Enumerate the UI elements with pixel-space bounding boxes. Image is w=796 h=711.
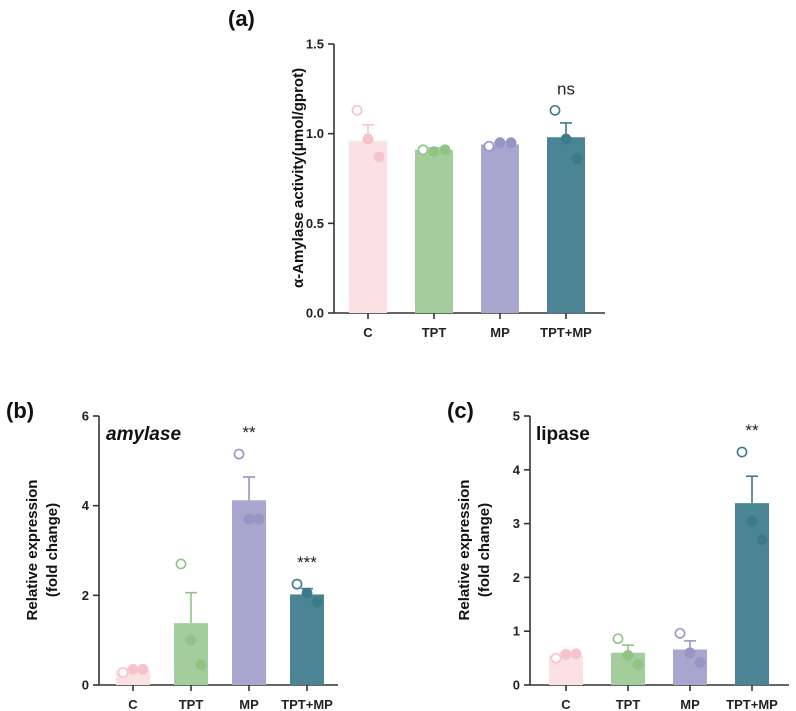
panel-c-gene-label: lipase [536,424,590,445]
panel-b-data-point [243,513,255,525]
panel-b-plot: 0 2 4 6 C TPT MP ** TPT+MP *** [82,409,338,711]
panel-c-y-tick-label: 3 [513,516,520,531]
panel-c: (c) Relative expression (fold change) li… [447,398,789,711]
panel-b-x-tick-label: TPT [179,697,204,711]
panel-a-data-point [417,144,429,156]
panel-a-data-point [483,140,495,152]
panel-c-y-axis-label-2: (fold change) [476,503,493,597]
panel-b: (b) Relative expression (fold change) am… [6,398,338,711]
panel-a-bar [481,144,519,313]
panel-a-x-tick-label: TPT [422,325,447,340]
panel-c-data-point [674,627,686,639]
panel-c-bar [735,503,769,685]
panel-c-y-tick-label: 1 [513,624,520,639]
panel-a-label: (a) [228,6,255,31]
panel-b-data-point [137,663,149,675]
panel-b-x-tick-label: MP [239,697,259,711]
panel-b-data-point [301,587,313,599]
panel-b-x-tick-label: TPT+MP [281,697,333,711]
panel-a-y-tick-label: 0.0 [306,306,324,321]
panel-b-significance-label: ** [242,423,256,442]
panel-b-bar [232,500,266,685]
panel-a-significance-label: ns [557,79,575,98]
panel-b-data-point [233,448,245,460]
panel-b-y-tick-label: 0 [82,678,89,693]
panel-a-data-point [373,151,385,163]
panel-a-data-point [494,137,506,149]
panel-b-data-point [185,634,197,646]
panel-a-y-tick-label: 1.5 [306,37,324,52]
panel-a-y-tick-label: 1.0 [306,126,324,141]
panel-c-x-tick-label: MP [680,697,700,711]
panel-a-data-point [439,144,451,156]
panel-a-data-point [571,153,583,165]
panel-a-data-point [549,104,561,116]
panel-a-x-tick-label: TPT+MP [540,325,592,340]
panel-a-bar [415,149,453,313]
panel-c-data-point [570,648,582,660]
panel-b-data-point [311,596,323,608]
panel-c-data-point [736,446,748,458]
panel-a-y-axis-label: α-Amylase activity(μmol/gprot) [290,68,307,288]
panel-a: (a) α-Amylase activity(μmol/gprot) 0.00.… [228,6,605,340]
panel-c-x-tick-label: TPT+MP [726,697,778,711]
panel-b-y-tick-label: 6 [82,409,89,424]
panel-a-bar [349,140,387,313]
panel-c-data-point [694,657,706,668]
panel-b-data-point [175,558,187,570]
panel-a-x-tick-label: C [363,325,373,340]
panel-c-data-point [612,633,624,645]
panel-c-label: (c) [447,398,474,423]
panel-b-bar [174,623,208,685]
panel-c-y-tick-label: 5 [513,409,520,424]
panel-b-label: (b) [6,398,34,423]
panel-c-data-point [756,534,768,546]
panel-a-bar [547,137,585,313]
panel-a-data-point [351,104,363,116]
panel-a-data-point [505,137,517,149]
panel-b-data-point [127,663,139,675]
panel-b-significance-label: *** [297,553,317,572]
panel-b-gene-label: amylase [106,424,181,445]
panel-a-plot: 0.0 0.5 1.0 1.5 C TPT MP TPT+MP ns [306,37,605,340]
panel-c-significance-label: ** [745,421,759,440]
panel-b-bar [290,594,324,685]
panel-b-data-point [253,513,265,525]
panel-c-data-point [746,515,758,527]
panel-c-data-point [560,648,572,660]
panel-b-x-tick-label: C [128,697,138,711]
panel-a-data-point [428,146,440,157]
panel-a-data-point [362,133,374,145]
panel-c-y-tick-label: 0 [513,678,520,693]
panel-c-data-point [684,647,696,659]
panel-c-y-axis-label: Relative expression [456,480,473,621]
panel-b-y-tick-label: 2 [82,588,89,603]
panel-c-x-tick-label: TPT [616,697,641,711]
panel-c-y-tick-label: 2 [513,570,520,585]
panel-a-data-point [560,133,572,145]
panel-c-data-point [632,659,644,670]
panel-c-data-point [622,650,634,661]
panel-c-x-tick-label: C [561,697,571,711]
panel-b-data-point [291,578,303,590]
panel-b-y-tick-label: 4 [82,498,90,513]
panel-b-data-point [195,659,207,671]
panel-a-y-tick-label: 0.5 [306,216,324,231]
panel-b-y-axis-label: Relative expression [24,480,41,621]
panel-c-data-point [550,652,562,664]
panel-a-x-tick-label: MP [490,325,510,340]
panel-b-y-axis-label-2: (fold change) [44,503,61,597]
panel-c-plot: 0 1 2 3 4 5 C TPT MP TPT+MP ** [513,409,789,711]
panel-b-data-point [117,667,129,678]
panel-c-y-tick-label: 4 [513,462,521,477]
